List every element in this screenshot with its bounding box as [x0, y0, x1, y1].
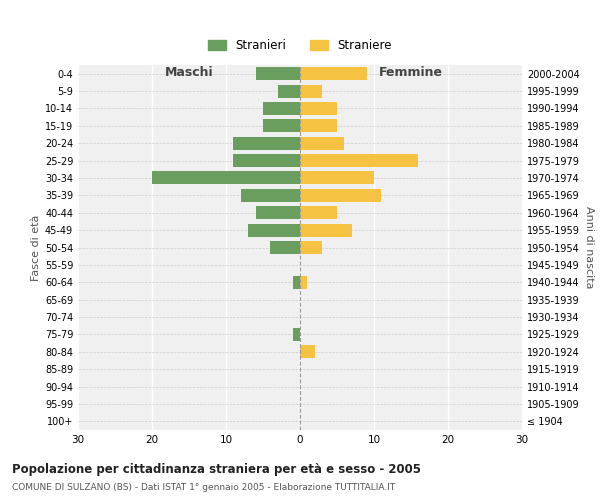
Bar	[300, 154, 418, 167]
Bar	[248, 224, 300, 236]
Bar	[256, 67, 300, 80]
Bar	[300, 346, 315, 358]
Bar	[256, 206, 300, 220]
Text: COMUNE DI SULZANO (BS) - Dati ISTAT 1° gennaio 2005 - Elaborazione TUTTITALIA.IT: COMUNE DI SULZANO (BS) - Dati ISTAT 1° g…	[12, 482, 395, 492]
Bar	[300, 84, 322, 98]
Bar	[241, 189, 300, 202]
Bar	[152, 172, 300, 184]
Bar	[300, 136, 344, 149]
Bar	[300, 102, 337, 115]
Y-axis label: Anni di nascita: Anni di nascita	[584, 206, 594, 289]
Bar	[300, 120, 337, 132]
Bar	[233, 154, 300, 167]
Text: Femmine: Femmine	[379, 66, 443, 79]
Text: Maschi: Maschi	[164, 66, 214, 79]
Bar	[300, 224, 352, 236]
Bar	[300, 172, 374, 184]
Bar	[300, 241, 322, 254]
Bar	[300, 276, 307, 289]
Bar	[263, 102, 300, 115]
Bar	[300, 189, 382, 202]
Text: Popolazione per cittadinanza straniera per età e sesso - 2005: Popolazione per cittadinanza straniera p…	[12, 462, 421, 475]
Bar	[233, 136, 300, 149]
Bar	[300, 67, 367, 80]
Bar	[278, 84, 300, 98]
Bar	[293, 328, 300, 341]
Bar	[263, 120, 300, 132]
Y-axis label: Fasce di età: Fasce di età	[31, 214, 41, 280]
Bar	[271, 241, 300, 254]
Bar	[300, 206, 337, 220]
Legend: Stranieri, Straniere: Stranieri, Straniere	[203, 34, 397, 57]
Bar	[293, 276, 300, 289]
